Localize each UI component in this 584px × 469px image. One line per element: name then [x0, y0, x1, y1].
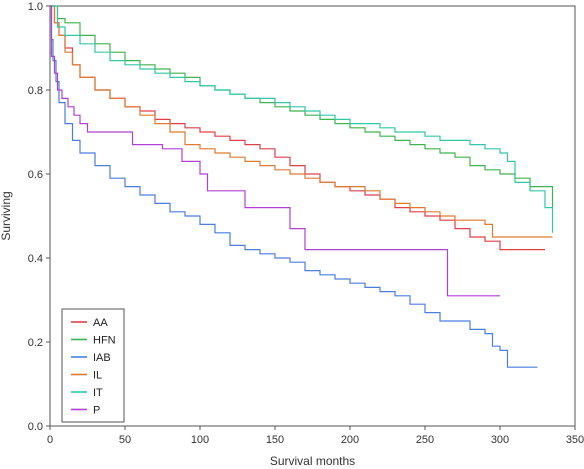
legend-label-aa: AA [93, 317, 108, 329]
plot-area [49, 5, 576, 427]
legend: AA HFN IAB IL IT P [61, 308, 125, 423]
x-tick-label: 300 [491, 434, 509, 446]
series-layer [50, 5, 554, 368]
legend-label-iab: IAB [93, 352, 111, 364]
axes: 0 50 100 150 200 250 300 350 0.0 0.2 0.4 0.6 0.8 1.0 [28, 1, 584, 446]
series-line-il [50, 5, 553, 238]
series-line-it [50, 5, 554, 233]
legend-label-il: IL [93, 370, 102, 382]
x-axis-title: Survival months [270, 454, 355, 468]
plot-border [49, 5, 576, 427]
series-line-iab [50, 5, 538, 368]
x-tick-label: 200 [341, 434, 359, 446]
series-line-hfn [50, 5, 554, 208]
x-tick-label: 0 [47, 434, 53, 446]
x-tick-label: 100 [191, 434, 209, 446]
x-tick-label: 150 [266, 434, 284, 446]
legend-label-p: P [93, 405, 100, 417]
y-tick-label: 0.4 [28, 253, 43, 265]
legend-box [61, 308, 125, 423]
y-tick-label: 1.0 [28, 1, 43, 13]
series-line-aa [50, 5, 545, 251]
legend-label-it: IT [93, 387, 103, 399]
series-line-p [50, 5, 500, 297]
y-tick-label: 0.6 [28, 169, 43, 181]
y-tick-label: 0.8 [28, 85, 43, 97]
y-tick-label: 0.0 [28, 421, 43, 433]
x-tick-label: 250 [416, 434, 434, 446]
y-tick-label: 0.2 [28, 337, 43, 349]
legend-label-hfn: HFN [93, 335, 116, 347]
x-tick-label: 50 [119, 434, 131, 446]
x-tick-label: 350 [566, 434, 584, 446]
y-axis-title: Surviving [0, 191, 13, 240]
